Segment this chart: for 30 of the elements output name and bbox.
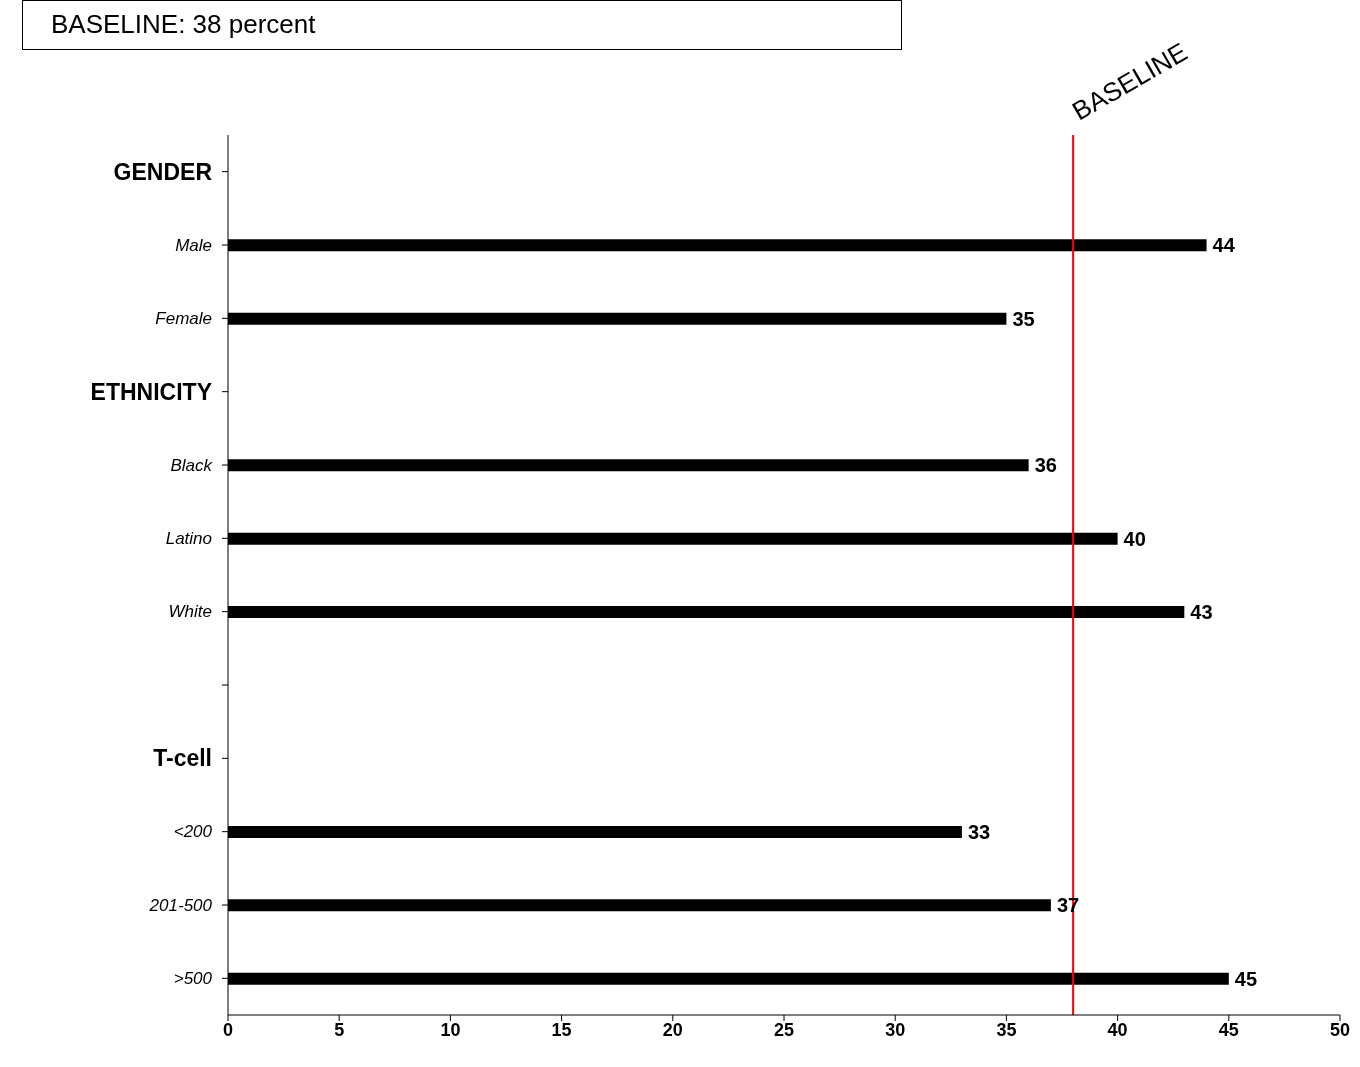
x-tick-label: 25	[773, 1019, 795, 1040]
x-tick-label: 5	[334, 1019, 345, 1040]
data-label: 35	[1012, 307, 1035, 330]
data-label: 36	[1034, 454, 1057, 477]
x-tick-label: 0	[222, 1019, 234, 1040]
y-tick-label: T-cell	[153, 745, 212, 772]
x-tick-label: 45	[1218, 1019, 1239, 1040]
x-tick-label: 40	[1107, 1019, 1128, 1040]
text: BASELINE: 38 percent	[22, 0, 902, 50]
data-label: 45	[1234, 967, 1258, 990]
y-tick-label: GENDER	[113, 158, 213, 185]
x-tick-label: 15	[551, 1019, 572, 1040]
x-tick-label: 35	[996, 1019, 1017, 1040]
data-label: 43	[1190, 601, 1213, 624]
data-label: 33	[967, 821, 991, 844]
x-tick-label: 30	[885, 1019, 906, 1040]
data-label: 44	[1212, 234, 1236, 257]
y-tick-label: Female	[155, 308, 212, 328]
y-tick-label: White	[168, 602, 212, 622]
y-tick-label: >500	[173, 968, 213, 988]
y-tick-label: ETHNICITY	[90, 378, 212, 405]
x-tick-label: 50	[1329, 1019, 1351, 1040]
y-tick-label: Black	[170, 455, 214, 475]
y-tick-label: Male	[175, 235, 212, 255]
y-tick-label: Latino	[165, 528, 212, 548]
data-label: 40	[1123, 527, 1146, 550]
y-tick-label: 201-500	[148, 895, 213, 915]
x-tick-label: 10	[440, 1019, 461, 1040]
y-tick-label: <200	[173, 822, 213, 842]
x-tick-label: 20	[662, 1019, 683, 1040]
